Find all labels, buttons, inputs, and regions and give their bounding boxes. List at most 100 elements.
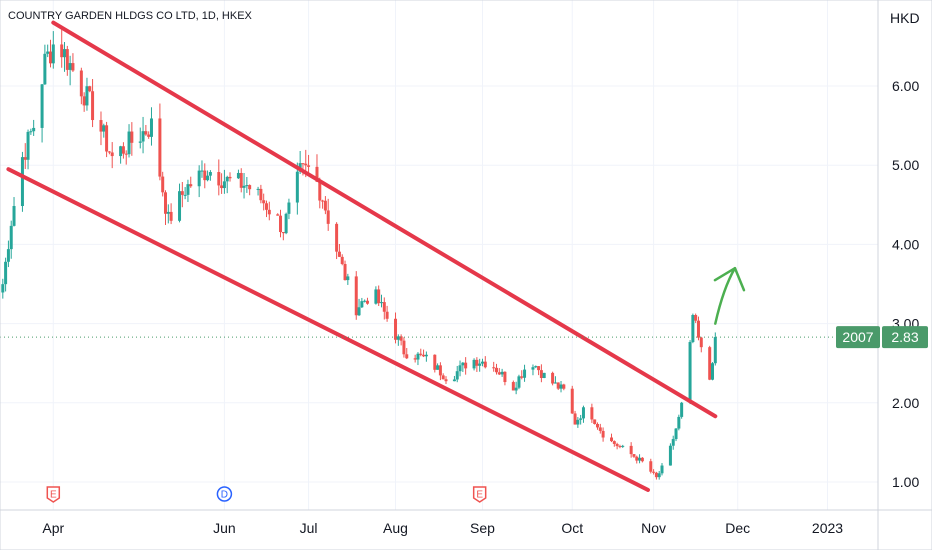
candle-down — [228, 176, 232, 179]
candle-up — [197, 170, 201, 187]
event-marker[interactable]: E — [472, 486, 487, 503]
candle-down — [422, 354, 426, 357]
candle-down — [259, 188, 263, 201]
candle-down — [556, 382, 560, 389]
candle-up — [500, 371, 504, 375]
event-marker-label: E — [50, 490, 57, 501]
candle-down — [105, 125, 109, 152]
candle-down — [696, 320, 700, 338]
candle-up — [26, 131, 30, 160]
candle-down — [217, 172, 221, 186]
candle-down — [433, 354, 437, 370]
arrow-head[interactable] — [713, 266, 746, 292]
candle-up — [671, 439, 675, 446]
candle-up — [514, 387, 518, 391]
y-tick-label: 2.00 — [892, 395, 919, 411]
candle-up — [517, 376, 521, 388]
candle-down — [121, 146, 125, 154]
candle-up — [43, 53, 47, 85]
candle-up — [363, 300, 367, 302]
earnings-marker-icon[interactable] — [46, 486, 61, 503]
y-tick-label: 1.00 — [892, 474, 919, 490]
candle-down — [65, 49, 69, 70]
candle-down — [495, 367, 499, 373]
x-tick-label: Oct — [561, 520, 583, 536]
candle-down — [438, 365, 442, 376]
candle-down — [158, 118, 162, 177]
candle-up — [436, 365, 440, 370]
candle-down — [169, 211, 173, 221]
candle-down — [708, 347, 712, 380]
candle-down — [652, 471, 656, 473]
candle-down — [267, 209, 271, 215]
candle-up — [480, 361, 484, 364]
candle-up — [416, 353, 420, 360]
event-marker-label: D — [221, 490, 228, 501]
candle-down — [573, 413, 577, 425]
candle-down — [264, 203, 268, 210]
earnings-marker-icon[interactable] — [472, 486, 487, 503]
currency-label: HKD — [890, 10, 920, 26]
channel-upper-line[interactable] — [51, 20, 718, 419]
candle-up — [225, 176, 229, 182]
candle-down — [632, 454, 636, 457]
candle-up — [576, 419, 580, 425]
candle-up — [688, 342, 692, 403]
candle-down — [144, 131, 148, 135]
candle-up — [523, 369, 527, 378]
candle-up — [559, 384, 563, 389]
candle-down — [654, 472, 658, 478]
candle-down — [110, 152, 114, 157]
candle-down — [570, 388, 574, 414]
x-tick-label: Nov — [641, 520, 666, 536]
candle-up — [455, 371, 459, 380]
candle-down — [220, 185, 224, 189]
candle-down — [377, 289, 381, 304]
candle-up — [396, 336, 400, 340]
candle-down — [511, 382, 515, 391]
candle-down — [537, 366, 541, 371]
candle-down — [82, 96, 86, 106]
channel-lower-line[interactable] — [6, 167, 650, 492]
candle-up — [295, 171, 299, 203]
candle-down — [385, 311, 389, 319]
candle-down — [91, 91, 95, 121]
candle-down — [593, 419, 597, 424]
arrow-curve[interactable] — [714, 266, 737, 325]
candle-up — [452, 379, 456, 382]
candle-down — [640, 457, 644, 462]
candle-down — [601, 430, 605, 438]
candle-down — [337, 251, 341, 257]
event-marker[interactable]: D — [216, 486, 233, 502]
candle-down — [164, 192, 168, 214]
candle-down — [503, 371, 507, 383]
candle-up — [206, 175, 210, 181]
candle-down — [483, 361, 487, 368]
candle-up — [245, 185, 249, 187]
candle-up — [1, 284, 5, 293]
candle-down — [413, 358, 417, 360]
candle-down — [539, 370, 543, 379]
grid-layer — [0, 0, 878, 510]
candle-down — [464, 362, 468, 369]
candle-down — [649, 461, 653, 472]
candle-down — [304, 163, 308, 166]
candle-down — [124, 153, 128, 155]
candle-down — [326, 210, 330, 224]
candle-down — [520, 376, 524, 378]
candle-down — [335, 223, 339, 252]
candle-down — [281, 232, 285, 234]
candle-up — [579, 418, 583, 420]
dividend-marker-icon[interactable] — [216, 486, 233, 502]
candle-up — [478, 363, 482, 366]
candle-up — [20, 157, 24, 207]
candle-up — [186, 184, 190, 195]
candle-up — [677, 416, 681, 429]
candle-down — [699, 337, 703, 348]
event-marker[interactable]: E — [46, 486, 61, 503]
x-tick-label: Jul — [300, 520, 318, 536]
candle-down — [130, 131, 134, 143]
candle-down — [71, 63, 75, 71]
